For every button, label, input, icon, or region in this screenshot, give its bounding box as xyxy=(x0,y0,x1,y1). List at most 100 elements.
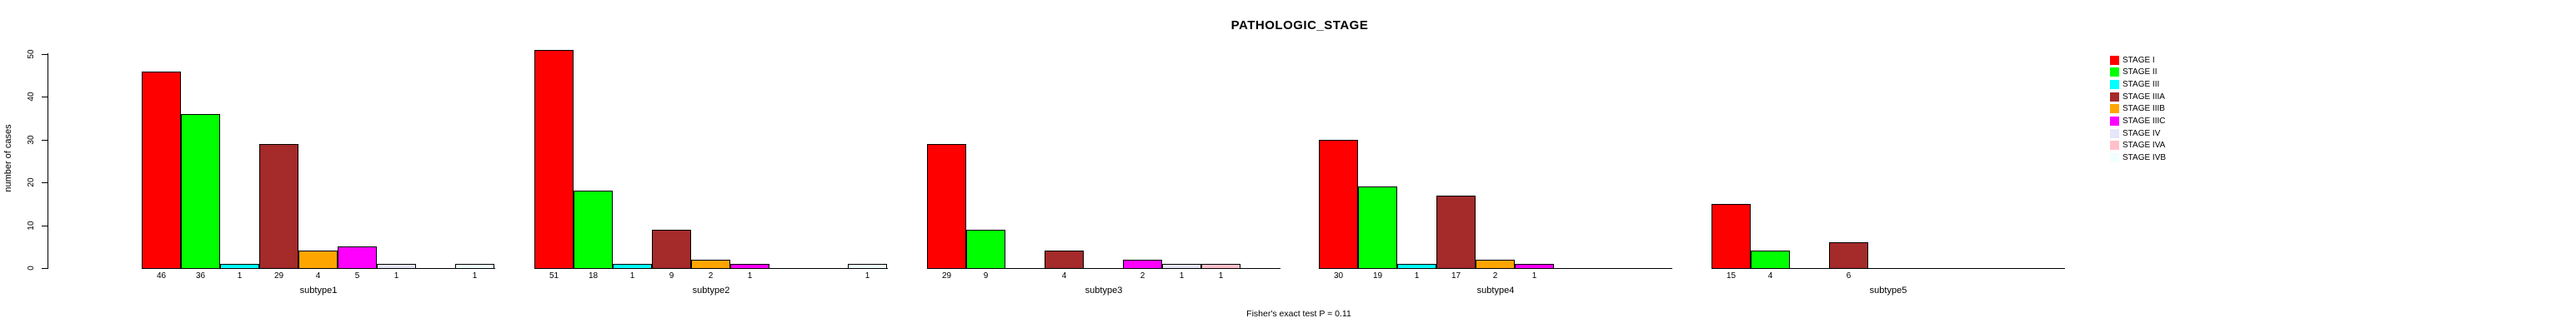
legend-swatch-icon xyxy=(2110,153,2119,163)
bar-value-label: 1 xyxy=(1414,271,1420,281)
y-tick-label: 0 xyxy=(26,266,36,271)
fisher-test-note: Fisher's exact test P = 0.11 xyxy=(1246,309,1351,319)
legend-label: STAGE IIIB xyxy=(2122,104,2165,114)
legend-swatch-icon xyxy=(2110,92,2119,102)
bar-value-label: 2 xyxy=(1492,271,1498,281)
y-tick xyxy=(42,268,48,269)
bar-stage-iiia xyxy=(1436,196,1476,269)
bar-value-label: 15 xyxy=(1726,271,1737,281)
legend-item-stage-ivb: STAGE IVB xyxy=(2110,153,2166,163)
bar-value-label: 46 xyxy=(156,271,167,281)
bar-stage-iiia xyxy=(1045,251,1084,269)
bar-stage-iiia xyxy=(652,230,691,269)
bar-value-label: 1 xyxy=(393,271,399,281)
bar-stage-ii xyxy=(1358,186,1397,269)
legend-item-stage-iv: STAGE IV xyxy=(2110,128,2160,138)
bar-stage-iii xyxy=(1397,264,1436,269)
legend-item-stage-ii: STAGE II xyxy=(2110,67,2158,77)
x-category-label: subtype1 xyxy=(299,286,338,296)
bar-stage-ivb xyxy=(455,264,494,269)
y-tick-label: 50 xyxy=(26,49,36,59)
bar-value-label: 19 xyxy=(1372,271,1383,281)
bar-value-label: 29 xyxy=(273,271,284,281)
legend-swatch-icon xyxy=(2110,128,2119,138)
bar-value-label: 4 xyxy=(1767,271,1773,281)
legend-item-stage-iii: STAGE III xyxy=(2110,79,2159,89)
bar-stage-i xyxy=(142,72,181,269)
legend-item-stage-iiib: STAGE IIIB xyxy=(2110,104,2165,114)
legend-swatch-icon xyxy=(2110,55,2119,65)
legend-label: STAGE III xyxy=(2122,79,2160,89)
legend-item-stage-iiic: STAGE IIIC xyxy=(2110,117,2166,127)
y-tick-label: 10 xyxy=(26,221,36,231)
legend-label: STAGE IVA xyxy=(2122,141,2166,151)
bar-value-label: 6 xyxy=(1846,271,1852,281)
group-baseline xyxy=(1711,268,2065,269)
bar-stage-iiib xyxy=(691,260,730,269)
legend-item-stage-iva: STAGE IVA xyxy=(2110,141,2165,151)
bar-value-label: 1 xyxy=(747,271,753,281)
x-category-label: subtype4 xyxy=(1476,286,1515,296)
bar-value-label: 4 xyxy=(315,271,321,281)
bar-stage-ii xyxy=(1751,251,1790,269)
bar-stage-i xyxy=(1319,140,1358,269)
x-category-label: subtype3 xyxy=(1085,286,1123,296)
bar-stage-iiic xyxy=(338,246,377,269)
bar-value-label: 9 xyxy=(669,271,674,281)
bar-value-label: 1 xyxy=(1179,271,1185,281)
bar-stage-iiic xyxy=(1515,264,1554,269)
group-baseline xyxy=(927,268,1280,269)
bar-stage-iiib xyxy=(1476,260,1515,269)
bar-stage-iiic xyxy=(730,264,769,269)
bar-value-label: 1 xyxy=(1531,271,1537,281)
legend-label: STAGE IIIC xyxy=(2122,117,2166,126)
legend-item-stage-iiia: STAGE IIIA xyxy=(2110,92,2165,102)
bar-stage-iiic xyxy=(1123,260,1162,269)
bar-value-label: 1 xyxy=(472,271,478,281)
y-tick xyxy=(42,54,48,55)
bar-stage-ivb xyxy=(848,264,887,269)
legend-swatch-icon xyxy=(2110,67,2119,77)
bar-stage-i xyxy=(534,50,574,269)
bar-stage-iiib xyxy=(298,251,338,269)
bar-value-label: 4 xyxy=(1061,271,1067,281)
y-tick-label: 30 xyxy=(26,135,36,145)
legend-swatch-icon xyxy=(2110,104,2119,114)
x-category-label: subtype2 xyxy=(692,286,730,296)
legend-swatch-icon xyxy=(2110,141,2119,151)
y-axis-label: number of cases xyxy=(3,124,13,192)
bar-value-label: 1 xyxy=(1218,271,1224,281)
bar-value-label: 51 xyxy=(549,271,559,281)
bar-value-label: 1 xyxy=(629,271,635,281)
bar-stage-iiia xyxy=(259,144,298,269)
legend-swatch-icon xyxy=(2110,117,2119,126)
bar-stage-ii xyxy=(574,191,613,269)
bar-value-label: 9 xyxy=(983,271,989,281)
y-tick xyxy=(42,140,48,141)
bar-value-label: 36 xyxy=(195,271,206,281)
bar-stage-iv xyxy=(1162,264,1201,269)
y-tick-label: 40 xyxy=(26,92,36,102)
bar-stage-iva xyxy=(1201,264,1240,269)
bar-stage-iv xyxy=(377,264,416,269)
chart-title: PATHOLOGIC_STAGE xyxy=(1230,18,1369,32)
legend-label: STAGE I xyxy=(2122,55,2155,65)
bar-stage-iiia xyxy=(1829,242,1868,269)
bar-stage-iii xyxy=(220,264,259,269)
bar-stage-i xyxy=(927,144,966,269)
legend-label: STAGE II xyxy=(2122,67,2158,77)
bar-value-label: 2 xyxy=(1140,271,1145,281)
bar-value-label: 5 xyxy=(354,271,360,281)
bar-stage-ii xyxy=(181,114,220,269)
bar-stage-ii xyxy=(966,230,1005,269)
y-tick-label: 20 xyxy=(26,177,36,187)
bar-stage-i xyxy=(1711,204,1751,269)
legend-swatch-icon xyxy=(2110,79,2119,89)
legend-label: STAGE IIIA xyxy=(2122,92,2165,102)
bar-value-label: 18 xyxy=(588,271,599,281)
bar-value-label: 17 xyxy=(1451,271,1461,281)
y-tick xyxy=(42,182,48,183)
legend-label: STAGE IV xyxy=(2122,128,2161,138)
bar-value-label: 2 xyxy=(708,271,714,281)
